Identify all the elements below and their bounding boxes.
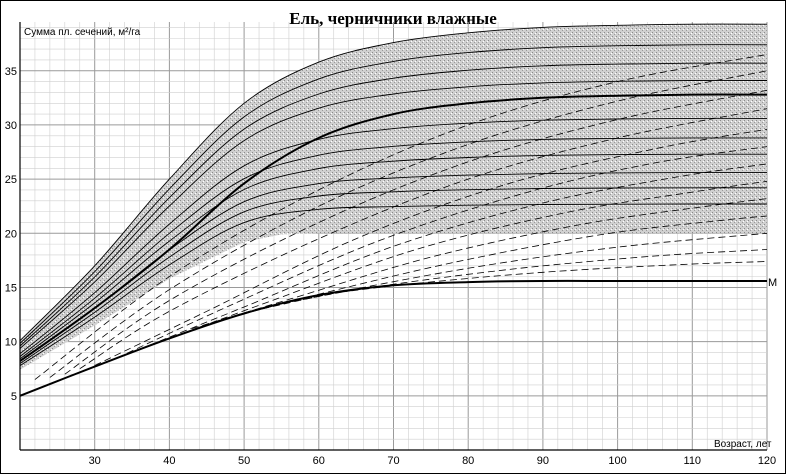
solid-curve bbox=[19, 117, 768, 355]
solid-curve bbox=[19, 62, 768, 347]
x-tick-label: 60 bbox=[313, 455, 325, 467]
bold-curves bbox=[19, 93, 768, 397]
y-tick-labels: 5 10 15 20 25 30 35 bbox=[5, 66, 17, 403]
axes bbox=[19, 22, 767, 451]
dashed-curve bbox=[49, 70, 767, 378]
y-tick-label: 25 bbox=[5, 174, 17, 186]
chart-title: Ель, черничники влажные bbox=[289, 9, 497, 28]
y-axis-label: Сумма пл. сечений, м²/га bbox=[24, 27, 141, 38]
bold-curve-M bbox=[19, 279, 767, 397]
x-tick-label: 80 bbox=[462, 455, 474, 467]
x-tick-label: 120 bbox=[758, 455, 776, 467]
dashed-curve bbox=[34, 54, 767, 380]
dashed-curve bbox=[318, 261, 767, 296]
y-tick-label: 10 bbox=[5, 337, 17, 349]
x-tick-label: 30 bbox=[89, 455, 101, 467]
dashed-curve bbox=[116, 146, 767, 359]
dashed-curve bbox=[79, 108, 767, 370]
solid-curve bbox=[19, 44, 768, 344]
solid-curve bbox=[19, 80, 768, 349]
y-tick-label: 30 bbox=[5, 120, 17, 132]
solid-curve bbox=[19, 203, 767, 367]
curve-label-M: М bbox=[768, 277, 777, 289]
x-tick-labels: 30 40 50 60 70 80 90 100 110 120 bbox=[89, 455, 777, 467]
x-tick-label: 110 bbox=[684, 455, 702, 467]
dashed-curves bbox=[34, 54, 767, 380]
solid-curve bbox=[19, 23, 768, 341]
x-tick-label: 100 bbox=[608, 455, 626, 467]
x-axis-label: Возраст, лет bbox=[714, 439, 772, 450]
solid-curves bbox=[19, 23, 768, 367]
dashed-curve bbox=[139, 163, 767, 350]
y-tick-label: 15 bbox=[5, 282, 17, 294]
x-tick-label: 90 bbox=[537, 455, 549, 467]
solid-curve bbox=[19, 187, 768, 364]
x-tick-label: 70 bbox=[387, 455, 399, 467]
x-tick-label: 40 bbox=[163, 455, 175, 467]
dashed-curve bbox=[94, 128, 767, 366]
y-tick-label: 35 bbox=[5, 66, 17, 78]
dashed-curve bbox=[251, 232, 767, 312]
solid-curve bbox=[19, 137, 767, 357]
solid-curve bbox=[19, 153, 768, 360]
y-tick-label: 20 bbox=[5, 228, 17, 240]
x-tick-label: 50 bbox=[238, 455, 250, 467]
dashed-curve bbox=[191, 198, 767, 329]
bold-curve-upper-bold bbox=[19, 93, 768, 362]
dashed-curve bbox=[169, 180, 767, 339]
y-tick-label: 5 bbox=[11, 391, 17, 403]
